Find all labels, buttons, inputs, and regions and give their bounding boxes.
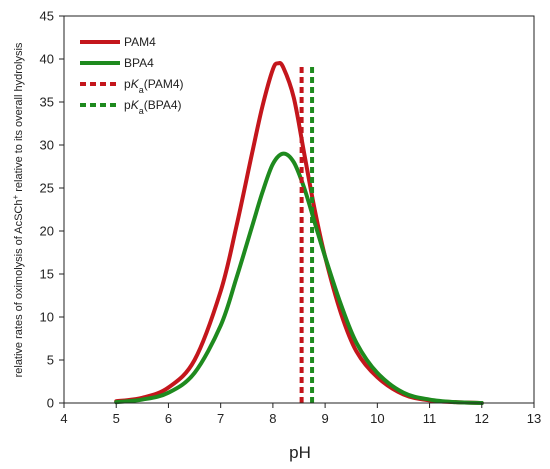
y-axis-label-sup: + [11,195,20,200]
y-tick-label: 40 [40,52,54,67]
x-tick-label: 6 [165,411,172,426]
y-tick-label: 10 [40,310,54,325]
y-tick-label: 30 [40,138,54,153]
x-tick-label: 8 [269,411,276,426]
x-tick-label: 10 [370,411,384,426]
legend: PAM4 BPA4 pKa(PAM4) pKa(BPA4) [80,35,184,116]
series-line-bpa4 [114,151,484,405]
x-tick-label: 13 [527,411,541,426]
x-tick-label: 5 [113,411,120,426]
y-tick-label: 35 [40,95,54,110]
legend-label: pKa(PAM4) [124,77,184,95]
x-tick-label: 4 [60,411,67,426]
legend-label: BPA4 [124,56,154,70]
legend-label: PAM4 [124,35,156,49]
y-tick-label: 45 [40,9,54,24]
x-tick-label: 9 [321,411,328,426]
x-tick-label: 11 [423,411,437,426]
y-tick-label: 20 [40,224,54,239]
y-tick-label: 5 [47,353,54,368]
plot-area [114,61,484,405]
y-tick-label: 15 [40,267,54,282]
plot-frame [63,15,535,404]
series-line-pam4 [114,61,484,405]
x-tick-label: 7 [217,411,224,426]
y-axis-label-tail: relative to its overall hydrolysis [13,42,25,195]
y-tick-label: 0 [47,396,54,411]
x-tick-label: 12 [475,411,489,426]
x-axis-label: pH [289,443,311,462]
y-tick-label: 25 [40,181,54,196]
legend-label: pKa(BPA4) [124,98,182,116]
y-axis-label-main: relative rates of oximolysis of AcSCh [13,200,25,378]
y-axis-label: relative rates of oximolysis of AcSCh+ r… [11,42,26,377]
